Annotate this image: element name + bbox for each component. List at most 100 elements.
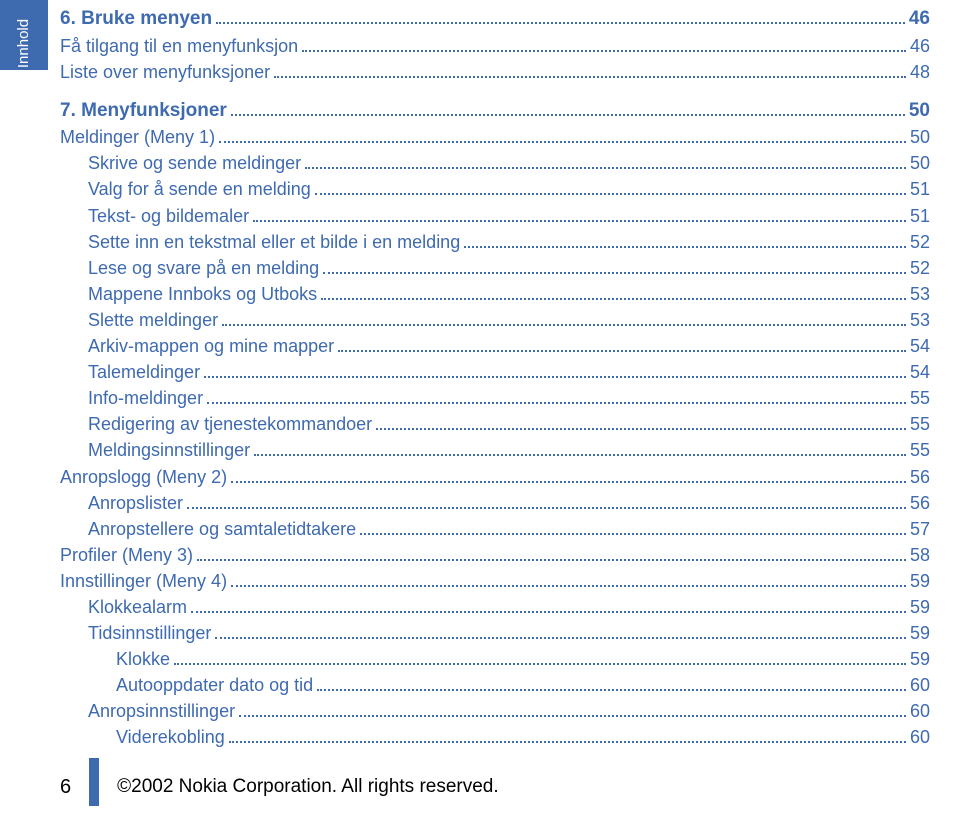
toc-item: Mappene Innboks og Utboks53 — [60, 281, 930, 307]
toc-page-number: 55 — [910, 385, 930, 411]
toc-page-number: 59 — [910, 646, 930, 672]
toc-heading: 7. Menyfunksjoner50 — [60, 97, 930, 125]
toc-item: Arkiv-mappen og mine mapper 54 — [60, 333, 930, 359]
toc-label: Mappene Innboks og Utboks — [88, 281, 317, 307]
toc-item: Skrive og sende meldinger50 — [60, 150, 930, 176]
toc-item: Sette inn en tekstmal eller et bilde i e… — [60, 229, 930, 255]
toc-label: Anropslogg (Meny 2) — [60, 464, 227, 490]
toc-leader-dots — [360, 533, 906, 535]
toc-leader-dots — [174, 663, 906, 665]
toc-label: Klokkealarm — [88, 594, 187, 620]
toc-label: Tekst- og bildemaler — [88, 203, 249, 229]
toc-page-number: 48 — [910, 59, 930, 85]
toc-item: Lese og svare på en melding 52 — [60, 255, 930, 281]
toc-label: Meldinger (Meny 1) — [60, 124, 215, 150]
toc-item: Innstillinger (Meny 4) 59 — [60, 568, 930, 594]
footer-page-number: 6 — [60, 776, 71, 799]
toc-page-number: 59 — [910, 568, 930, 594]
toc-item: Talemeldinger 54 — [60, 359, 930, 385]
toc-leader-dots — [219, 141, 906, 143]
toc-item: Tekst- og bildemaler 51 — [60, 203, 930, 229]
footer-accent-bar — [89, 758, 99, 806]
toc-leader-dots — [338, 350, 906, 352]
toc-label: Anropstellere og samtaletidtakere — [88, 516, 356, 542]
toc-label: Anropslister — [88, 490, 183, 516]
toc-item: Autooppdater dato og tid 60 — [60, 672, 930, 698]
toc-page-number: 52 — [910, 229, 930, 255]
toc-leader-dots — [253, 220, 906, 222]
toc-leader-dots — [239, 715, 906, 717]
toc-item: Anropsinnstillinger 60 — [60, 698, 930, 724]
toc-page-number: 54 — [910, 359, 930, 385]
toc-leader-dots — [191, 611, 906, 613]
toc-page-number: 56 — [910, 464, 930, 490]
toc-leader-dots — [323, 272, 906, 274]
toc-label: Valg for å sende en melding — [88, 176, 311, 202]
toc-item: Klokke 59 — [60, 646, 930, 672]
toc-label: Profiler (Meny 3) — [60, 542, 193, 568]
toc-page-number: 50 — [910, 124, 930, 150]
toc-item: Profiler (Meny 3)58 — [60, 542, 930, 568]
toc-page-number: 54 — [910, 333, 930, 359]
toc-page-number: 46 — [910, 33, 930, 59]
toc-item: Anropslister 56 — [60, 490, 930, 516]
toc-leader-dots — [305, 167, 906, 169]
toc-page-number: 56 — [910, 490, 930, 516]
toc-leader-dots — [302, 50, 906, 52]
toc-item: Info-meldinger 55 — [60, 385, 930, 411]
toc-leader-dots — [204, 376, 906, 378]
toc-page-number: 60 — [910, 724, 930, 750]
toc-label: Redigering av tjenestekommandoer — [88, 411, 372, 437]
toc-page-number: 60 — [910, 672, 930, 698]
toc-leader-dots — [229, 741, 906, 743]
toc-label: Lese og svare på en melding — [88, 255, 319, 281]
toc-item: Viderekobling60 — [60, 724, 930, 750]
toc-page-number: 51 — [910, 203, 930, 229]
toc-page-number: 53 — [910, 307, 930, 333]
toc-leader-dots — [216, 22, 905, 24]
toc-label: Klokke — [116, 646, 170, 672]
toc-item: Få tilgang til en menyfunksjon 46 — [60, 33, 930, 59]
toc-item: Slette meldinger 53 — [60, 307, 930, 333]
toc-label: Meldingsinnstillinger — [88, 437, 250, 463]
toc-leader-dots — [376, 428, 906, 430]
toc-page-number: 55 — [910, 437, 930, 463]
toc-leader-dots — [321, 298, 906, 300]
toc-leader-dots — [231, 481, 906, 483]
toc-page-number: 50 — [909, 97, 930, 125]
toc-page-number: 51 — [910, 176, 930, 202]
toc-label: Tidsinnstillinger — [88, 620, 211, 646]
toc-label: Talemeldinger — [88, 359, 200, 385]
toc-leader-dots — [207, 402, 906, 404]
toc-item: Meldinger (Meny 1) 50 — [60, 124, 930, 150]
toc-label: Slette meldinger — [88, 307, 218, 333]
toc-label: Info-meldinger — [88, 385, 203, 411]
toc-label: Få tilgang til en menyfunksjon — [60, 33, 298, 59]
toc-leader-dots — [222, 324, 906, 326]
toc-item: Anropslogg (Meny 2) 56 — [60, 464, 930, 490]
toc-label: Arkiv-mappen og mine mapper — [88, 333, 334, 359]
side-tab-label: Innhold — [16, 19, 33, 68]
toc-leader-dots — [274, 76, 906, 78]
toc-leader-dots — [187, 507, 906, 509]
toc-page-number: 50 — [910, 150, 930, 176]
footer-copyright: ©2002 Nokia Corporation. All rights rese… — [117, 776, 499, 798]
toc-content: 6. Bruke menyen46Få tilgang til en menyf… — [60, 5, 930, 751]
toc-leader-dots — [231, 114, 905, 116]
toc-label: Innstillinger (Meny 4) — [60, 568, 227, 594]
toc-page-number: 55 — [910, 411, 930, 437]
toc-leader-dots — [215, 637, 906, 639]
toc-page-number: 59 — [910, 594, 930, 620]
toc-leader-dots — [315, 193, 906, 195]
page-footer: 6 ©2002 Nokia Corporation. All rights re… — [60, 768, 499, 806]
toc-spacer — [60, 85, 930, 97]
toc-leader-dots — [197, 559, 906, 561]
toc-page-number: 60 — [910, 698, 930, 724]
toc-label: Autooppdater dato og tid — [116, 672, 313, 698]
toc-heading: 6. Bruke menyen46 — [60, 5, 930, 33]
toc-label: Anropsinnstillinger — [88, 698, 235, 724]
toc-leader-dots — [231, 585, 906, 587]
toc-item: Valg for å sende en melding 51 — [60, 176, 930, 202]
toc-page-number: 52 — [910, 255, 930, 281]
toc-item: Klokkealarm 59 — [60, 594, 930, 620]
